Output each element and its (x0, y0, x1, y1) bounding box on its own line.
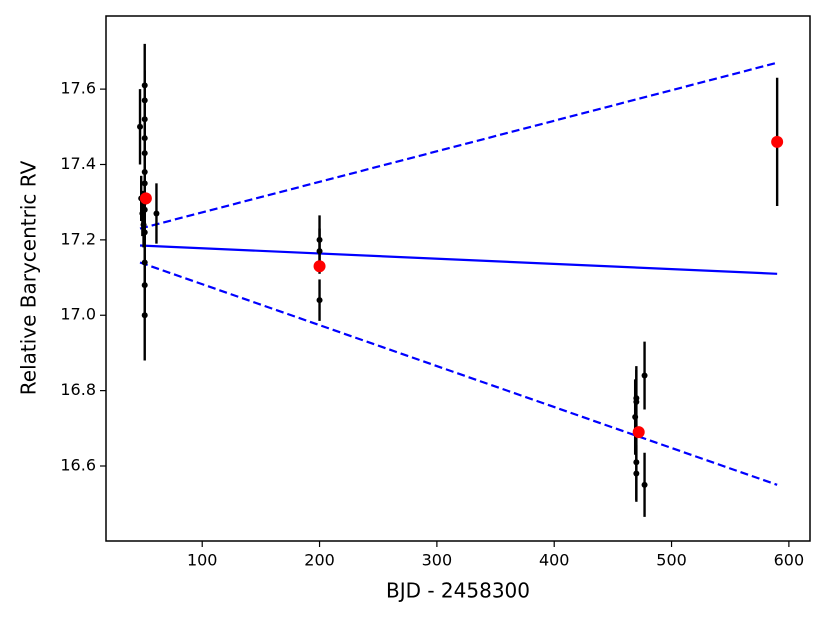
fit-line (139, 244, 778, 275)
y-tick-label: 16.6 (60, 456, 96, 475)
binned-point (313, 260, 326, 273)
x-tick-label: 400 (539, 551, 570, 570)
data-point (641, 372, 648, 379)
x-tick-label: 200 (304, 551, 335, 570)
x-tick-label: 100 (187, 551, 218, 570)
y-tick-label: 17.4 (60, 154, 96, 173)
data-point (153, 210, 160, 217)
y-tick-label: 16.8 (60, 380, 96, 399)
data-point (633, 470, 640, 477)
fit-line (139, 61, 778, 230)
data-point (316, 297, 323, 304)
data-point (316, 248, 323, 255)
data-point (633, 398, 640, 405)
data-point (641, 481, 648, 488)
x-tick-label: 600 (774, 551, 805, 570)
data-point (137, 123, 144, 130)
y-tick-label: 17.6 (60, 79, 96, 98)
plot-frame (105, 15, 811, 542)
y-tick-label: 17.2 (60, 229, 96, 248)
y-axis-label: Relative Barycentric RV (17, 160, 41, 395)
fit-line (139, 261, 778, 486)
binned-point (771, 135, 784, 148)
y-tick-label: 17.0 (60, 305, 96, 324)
binned-point (632, 426, 645, 439)
x-tick-label: 500 (656, 551, 687, 570)
data-point (141, 312, 148, 319)
binned-point (139, 192, 152, 205)
x-axis-label: BJD - 2458300 (386, 579, 530, 603)
x-tick-label: 300 (422, 551, 453, 570)
